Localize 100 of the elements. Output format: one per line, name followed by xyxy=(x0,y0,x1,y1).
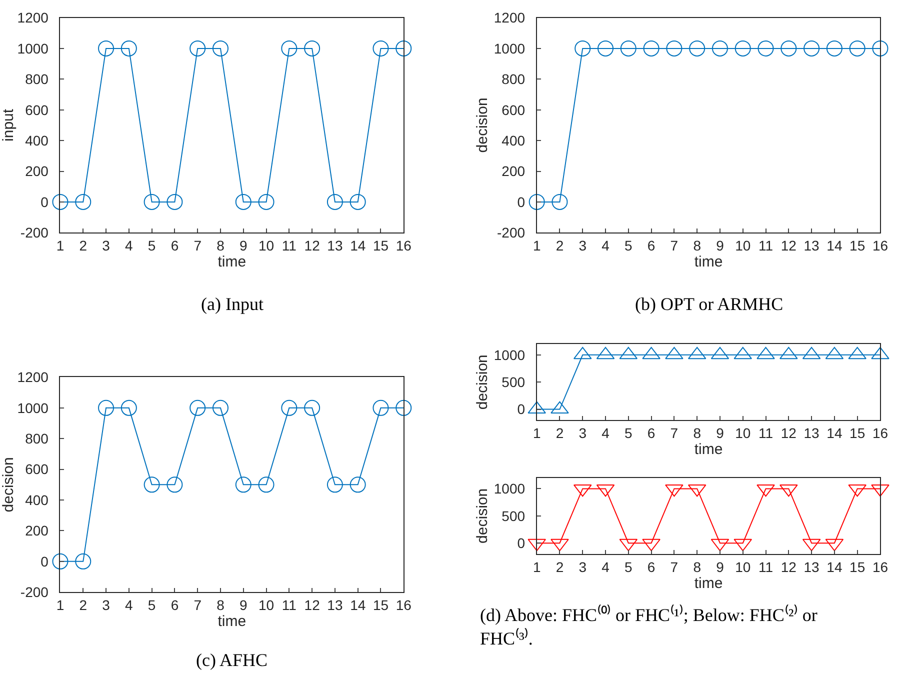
point xyxy=(212,400,228,416)
x-tick-label: 1 xyxy=(532,237,541,254)
x-tick-label: 13 xyxy=(327,596,343,613)
x-tick-label: 16 xyxy=(872,425,888,441)
x-tick-label: 2 xyxy=(79,596,88,613)
y-tick-label: 200 xyxy=(25,163,49,180)
x-axis-title: time xyxy=(694,253,723,270)
x-tick-label: 4 xyxy=(602,425,610,441)
x-tick-label: 15 xyxy=(372,237,389,254)
y-tick-label: -200 xyxy=(497,224,526,241)
x-tick-label: 1 xyxy=(56,596,64,613)
x-tick-label: 1 xyxy=(532,425,541,441)
x-tick-label: 8 xyxy=(216,596,225,613)
y-tick-label: 600 xyxy=(25,102,49,118)
x-tick-label: 12 xyxy=(304,237,320,254)
x-tick-label: 14 xyxy=(826,237,842,254)
x-tick-label: 15 xyxy=(850,425,866,441)
point xyxy=(372,400,389,416)
x-tick-label: 10 xyxy=(735,558,751,575)
y-tick-label: 0 xyxy=(517,194,526,210)
x-tick-label: 3 xyxy=(578,558,587,575)
y-tick-label: 1000 xyxy=(17,40,49,56)
x-tick-label: 3 xyxy=(102,596,110,613)
x-tick-label: 15 xyxy=(850,237,866,254)
point xyxy=(190,400,206,416)
y-tick-label: 800 xyxy=(25,71,49,88)
y-tick-label: 1200 xyxy=(17,369,49,386)
x-tick-label: 6 xyxy=(647,558,656,575)
x-tick-label: 14 xyxy=(350,596,366,613)
x-tick-label: 13 xyxy=(804,558,820,575)
x-tick-label: 9 xyxy=(716,237,724,254)
x-tick-label: 12 xyxy=(304,596,320,613)
y-tick-label: 0 xyxy=(40,553,49,570)
y-tick-label: 600 xyxy=(25,461,49,478)
y-tick-label: 800 xyxy=(502,71,526,88)
x-tick-label: 13 xyxy=(804,237,820,254)
y-tick-label: -200 xyxy=(20,584,49,600)
x-tick-label: 4 xyxy=(602,558,610,575)
x-axis-title: time xyxy=(694,441,723,458)
y-axis-title: input xyxy=(0,108,17,142)
x-tick-label: 13 xyxy=(804,425,820,441)
text: (d) Above: FHC⁽⁰⁾ or FHC⁽¹⁾; Below: FHC⁽²⁾ or FHC⁽³⁾. xyxy=(480,604,818,648)
x-tick-label: 9 xyxy=(716,558,724,575)
y-tick-label: 500 xyxy=(502,374,526,390)
x-tick-label: 14 xyxy=(826,425,842,441)
x-tick-label: 1 xyxy=(532,558,541,575)
x-tick-label: 14 xyxy=(350,237,366,254)
x-axis-title: time xyxy=(694,574,723,592)
point xyxy=(304,400,320,416)
point xyxy=(396,400,412,416)
y-axis-title: decision xyxy=(474,488,492,544)
x-tick-label: 2 xyxy=(556,425,564,441)
y-tick-label: 1000 xyxy=(494,480,526,497)
y-axis-title: decision xyxy=(474,354,492,410)
x-tick-label: 7 xyxy=(194,237,202,254)
x-tick-label: 3 xyxy=(578,237,587,254)
x-tick-label: 3 xyxy=(578,425,587,441)
point xyxy=(144,476,160,493)
x-axis-title: time xyxy=(218,253,246,270)
x-tick-label: 2 xyxy=(79,237,88,254)
x-tick-label: 14 xyxy=(826,558,842,575)
x-tick-label: 5 xyxy=(624,237,633,254)
x-tick-label: 13 xyxy=(327,237,343,254)
text: (b) OPT or ARMHC xyxy=(635,294,784,314)
x-tick-label: 12 xyxy=(780,237,797,254)
y-tick-label: 400 xyxy=(25,492,49,508)
x-tick-label: 16 xyxy=(396,237,412,254)
point xyxy=(258,476,274,493)
x-tick-label: 9 xyxy=(716,425,724,441)
x-tick-label: 10 xyxy=(735,425,751,441)
point xyxy=(350,476,366,493)
point xyxy=(281,400,298,416)
y-tick-label: 200 xyxy=(502,163,526,180)
point xyxy=(120,400,137,416)
y-tick-label: 400 xyxy=(502,132,526,148)
y-tick-label: 400 xyxy=(25,132,49,148)
text: (a) Input xyxy=(201,294,264,314)
x-tick-label: 4 xyxy=(602,237,610,254)
x-tick-label: 11 xyxy=(758,425,774,441)
point xyxy=(75,553,92,570)
x-tick-label: 4 xyxy=(125,237,134,254)
y-tick-label: 600 xyxy=(502,102,526,118)
x-tick-label: 4 xyxy=(125,596,134,613)
x-tick-label: 7 xyxy=(194,596,202,613)
x-tick-label: 11 xyxy=(758,237,774,254)
point xyxy=(166,476,183,493)
x-tick-label: 7 xyxy=(670,425,678,441)
point xyxy=(98,400,114,416)
x-tick-label: 8 xyxy=(216,237,225,254)
x-tick-label: 11 xyxy=(282,596,297,613)
x-axis-title: time xyxy=(218,612,246,630)
x-tick-label: 5 xyxy=(624,425,633,441)
x-tick-label: 9 xyxy=(239,596,248,613)
y-tick-label: 200 xyxy=(25,522,49,539)
y-tick-label: 1000 xyxy=(494,346,526,363)
x-tick-label: 8 xyxy=(693,558,702,575)
y-tick-label: 0 xyxy=(517,401,526,418)
x-tick-label: 2 xyxy=(556,237,564,254)
x-tick-label: 3 xyxy=(102,237,110,254)
x-tick-label: 15 xyxy=(372,596,389,613)
